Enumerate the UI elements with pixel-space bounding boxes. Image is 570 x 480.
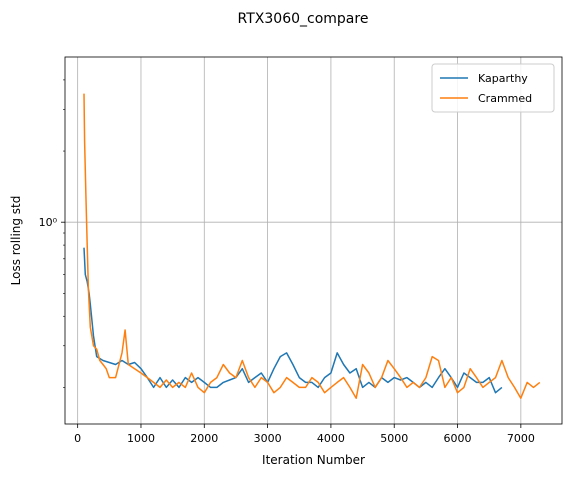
x-tick-label: 6000 bbox=[444, 432, 472, 445]
legend-box bbox=[431, 63, 555, 113]
x-tick-label: 4000 bbox=[317, 432, 345, 445]
y-axis-label: Loss rolling std bbox=[9, 196, 23, 286]
x-tick-label: 0 bbox=[74, 432, 81, 445]
series-lines bbox=[83, 93, 541, 399]
legend: Kaparthy Crammed bbox=[431, 63, 555, 113]
axis-ticks: 0 1000 2000 3000 4000 5000 6000 7000 10⁰ bbox=[39, 79, 535, 445]
series-line-crammed bbox=[83, 93, 541, 399]
y-tick-label: 10⁰ bbox=[39, 216, 58, 229]
legend-label-crammed: Crammed bbox=[478, 92, 532, 105]
x-tick-label: 1000 bbox=[127, 432, 155, 445]
grid-lines bbox=[65, 57, 562, 424]
legend-label-kaparthy: Kaparthy bbox=[478, 72, 528, 85]
x-tick-label: 3000 bbox=[254, 432, 282, 445]
x-axis-label: Iteration Number bbox=[262, 453, 365, 467]
x-tick-label: 7000 bbox=[507, 432, 535, 445]
x-tick-label: 2000 bbox=[190, 432, 218, 445]
x-tick-label: 5000 bbox=[380, 432, 408, 445]
series-line-kaparthy bbox=[83, 247, 503, 394]
plot-frame bbox=[64, 56, 563, 425]
chart-title: RTX3060_compare bbox=[238, 11, 369, 27]
